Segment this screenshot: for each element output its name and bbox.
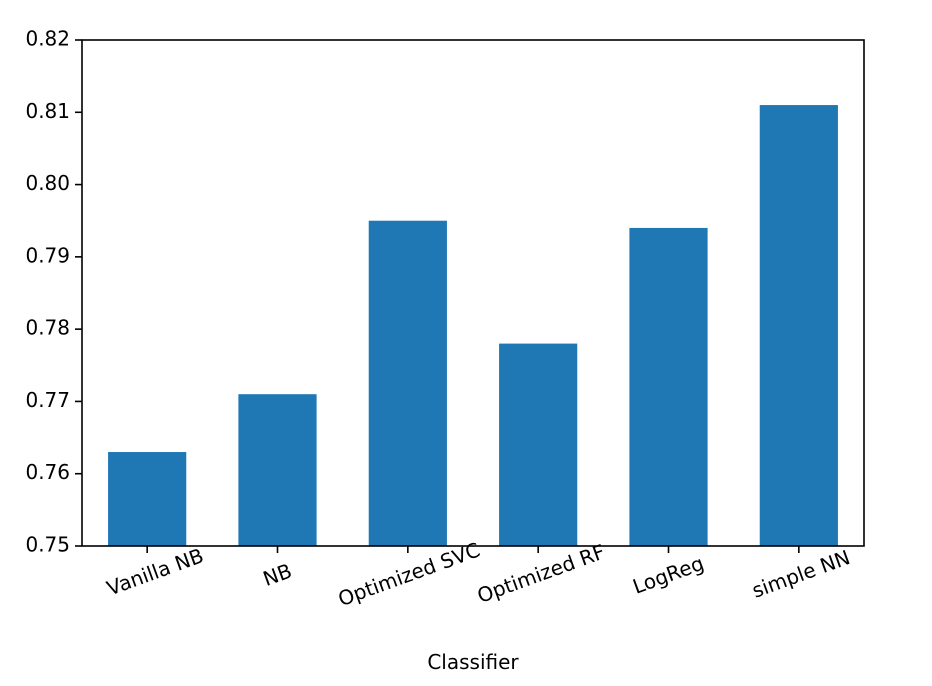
plot-frame	[81, 39, 865, 547]
bar-simple-nn	[759, 105, 838, 546]
y-tick-label: 0.77	[25, 388, 70, 412]
y-tick-label: 0.82	[25, 27, 70, 51]
y-tick-label: 0.76	[25, 460, 70, 484]
x-tick-label: simple NN	[749, 545, 853, 603]
bars-layer	[108, 105, 838, 546]
y-axis: 0.75 0.76 0.77 0.78 0.79 0.80 0.81 0.82	[25, 27, 82, 557]
y-tick-label: 0.80	[25, 171, 70, 195]
bar-vanilla-nb	[108, 452, 187, 546]
x-tick-label: Vanilla NB	[104, 543, 207, 600]
bar-nb	[238, 394, 317, 546]
bar-optimized-rf	[499, 343, 578, 546]
y-tick-label: 0.78	[25, 316, 70, 340]
y-tick-label: 0.79	[25, 243, 70, 267]
bar-optimized-svc	[368, 220, 447, 546]
x-tick-label: NB	[260, 559, 295, 591]
x-tick-label: Optimized RF	[474, 539, 608, 607]
y-tick-label: 0.81	[25, 99, 70, 123]
x-tick-label: LogReg	[629, 551, 706, 599]
y-tick-label: 0.75	[25, 533, 70, 557]
bar-logreg	[629, 227, 708, 546]
x-axis-label: Classifier	[427, 650, 519, 674]
x-tick-label: Optimized SVC	[335, 538, 483, 612]
